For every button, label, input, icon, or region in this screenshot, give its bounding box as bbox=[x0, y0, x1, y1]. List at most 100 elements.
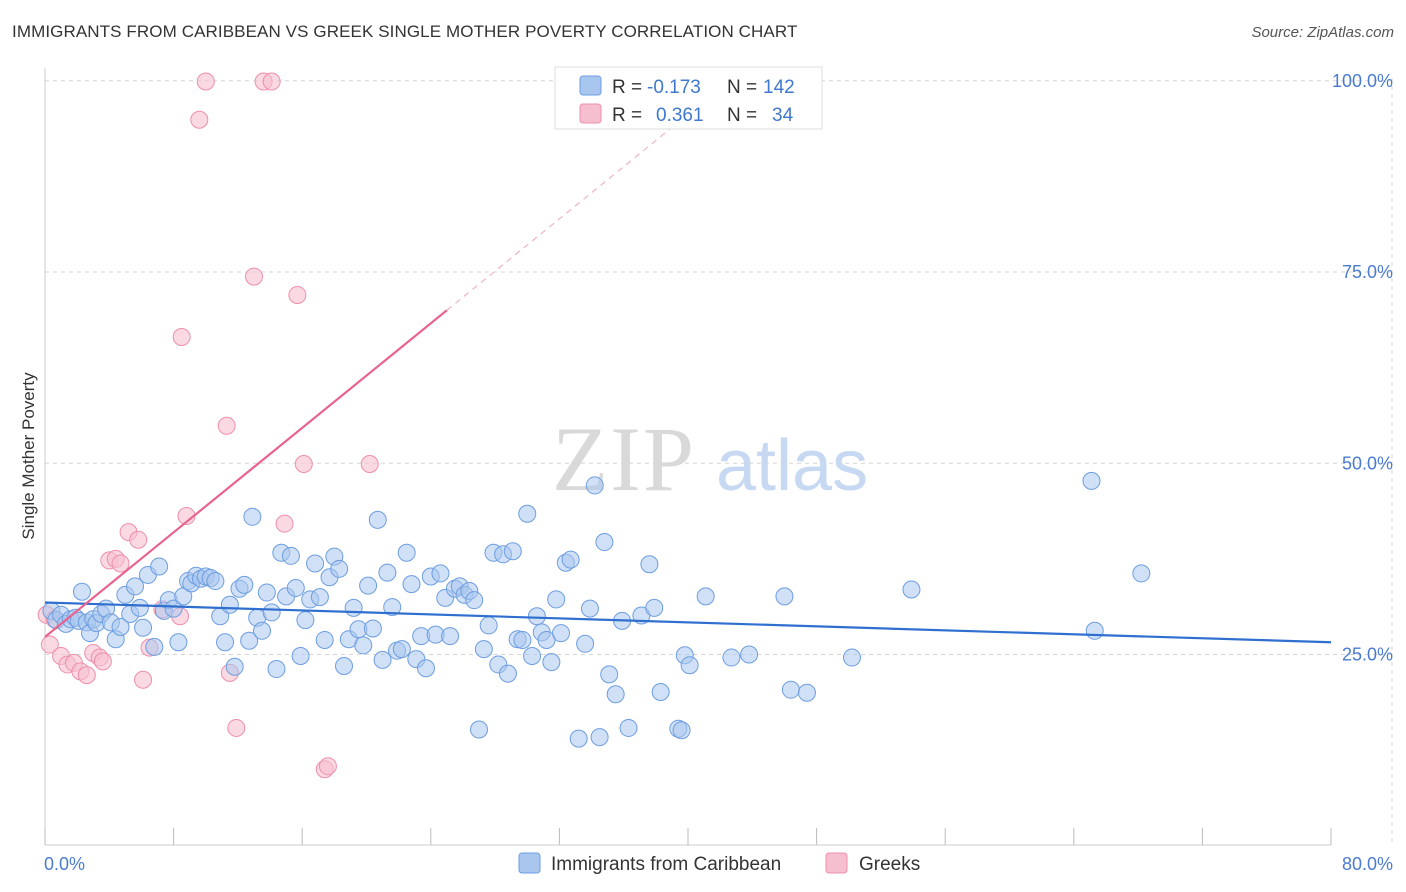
data-point-caribbean bbox=[902, 580, 921, 599]
data-point-caribbean bbox=[262, 603, 281, 622]
data-point-caribbean bbox=[645, 598, 664, 617]
data-point-caribbean bbox=[257, 583, 276, 602]
data-point-caribbean bbox=[359, 576, 378, 595]
data-point-caribbean bbox=[111, 617, 130, 636]
data-point-caribbean bbox=[474, 640, 493, 659]
axes bbox=[44, 68, 1332, 846]
data-point-caribbean bbox=[72, 582, 91, 601]
y-tick-label: 50.0% bbox=[1342, 453, 1393, 473]
data-point-caribbean bbox=[527, 607, 546, 626]
data-point-caribbean bbox=[286, 578, 305, 597]
y-tick-label: 25.0% bbox=[1342, 645, 1393, 665]
x-tick-label: 80.0% bbox=[1342, 854, 1393, 874]
data-point-caribbean bbox=[315, 630, 334, 649]
data-point-caribbean bbox=[378, 563, 397, 582]
data-point-caribbean bbox=[680, 656, 699, 675]
data-point-caribbean bbox=[235, 575, 254, 594]
data-point-greeks bbox=[134, 670, 153, 689]
watermark-atlas: atlas bbox=[716, 426, 868, 506]
trend-line-greeks bbox=[44, 309, 448, 638]
data-point-caribbean bbox=[441, 627, 460, 646]
watermark: ZIP atlas bbox=[552, 408, 868, 510]
data-point-caribbean bbox=[775, 587, 794, 606]
trend-line-caribbean bbox=[44, 601, 1332, 644]
data-point-caribbean bbox=[518, 504, 537, 523]
watermark-zip: ZIP bbox=[552, 408, 696, 510]
data-point-caribbean bbox=[220, 595, 239, 614]
data-point-greeks bbox=[93, 652, 112, 671]
data-point-caribbean bbox=[243, 507, 262, 526]
data-point-caribbean bbox=[267, 660, 286, 679]
data-point-greeks bbox=[318, 757, 337, 776]
data-point-greeks bbox=[360, 455, 379, 474]
data-point-caribbean bbox=[296, 611, 315, 630]
data-point-caribbean bbox=[547, 590, 566, 609]
legend-n-label-1: N = bbox=[727, 77, 757, 98]
bottom-legend: Immigrants from Caribbean Greeks bbox=[518, 852, 920, 875]
data-point-caribbean bbox=[164, 599, 183, 618]
data-point-caribbean bbox=[842, 648, 861, 667]
data-point-caribbean bbox=[722, 648, 741, 667]
data-point-greeks bbox=[217, 416, 236, 435]
data-point-caribbean bbox=[344, 598, 363, 617]
data-point-greeks bbox=[227, 718, 246, 737]
legend-box: R = -0.173 N = 142 R = 0.361 N = 34 bbox=[554, 66, 823, 130]
data-point-caribbean bbox=[363, 619, 382, 638]
data-point-caribbean bbox=[503, 542, 522, 561]
data-point-caribbean bbox=[134, 618, 153, 637]
data-point-caribbean bbox=[334, 656, 353, 675]
y-tick-label: 75.0% bbox=[1342, 262, 1393, 282]
data-point-caribbean bbox=[797, 683, 816, 702]
data-point-caribbean bbox=[595, 533, 614, 552]
data-point-greeks bbox=[77, 666, 96, 685]
data-point-caribbean bbox=[126, 577, 145, 596]
data-point-caribbean bbox=[523, 647, 542, 666]
legend-n-value-2: 34 bbox=[772, 105, 794, 126]
data-point-caribbean bbox=[606, 685, 625, 704]
data-point-greeks bbox=[40, 635, 59, 654]
greeks-points bbox=[37, 72, 379, 779]
data-point-caribbean bbox=[651, 682, 670, 701]
data-point-greeks bbox=[288, 285, 307, 304]
data-point-greeks bbox=[275, 514, 294, 533]
data-point-caribbean bbox=[640, 555, 659, 574]
data-point-caribbean bbox=[281, 546, 300, 565]
data-point-caribbean bbox=[590, 728, 609, 747]
data-point-caribbean bbox=[402, 575, 421, 594]
data-point-caribbean bbox=[781, 680, 800, 699]
data-point-caribbean bbox=[537, 630, 556, 649]
data-point-caribbean bbox=[569, 729, 588, 748]
data-point-caribbean bbox=[1082, 471, 1101, 490]
data-point-caribbean bbox=[561, 550, 580, 569]
data-point-greeks bbox=[196, 72, 215, 91]
data-point-caribbean bbox=[580, 599, 599, 618]
data-point-greeks bbox=[244, 267, 263, 286]
data-point-caribbean bbox=[1132, 564, 1151, 583]
data-point-caribbean bbox=[498, 664, 517, 683]
legend-r-value-1: -0.173 bbox=[647, 77, 701, 98]
data-point-caribbean bbox=[169, 633, 188, 652]
data-point-caribbean bbox=[576, 634, 595, 653]
legend-n-value-1: 142 bbox=[763, 77, 795, 98]
legend-r-label-2: R = bbox=[612, 105, 642, 126]
legend-n-label-2: N = bbox=[727, 105, 757, 126]
data-point-caribbean bbox=[392, 640, 411, 659]
data-point-caribbean bbox=[696, 587, 715, 606]
data-point-caribbean bbox=[240, 631, 259, 650]
data-point-greeks bbox=[111, 554, 130, 573]
data-point-caribbean bbox=[253, 621, 272, 640]
data-point-greeks bbox=[294, 455, 313, 474]
trend-line-greeks-extension bbox=[446, 113, 689, 311]
data-point-caribbean bbox=[330, 559, 349, 578]
data-point-caribbean bbox=[145, 637, 164, 656]
data-point-caribbean bbox=[368, 510, 387, 529]
data-point-caribbean bbox=[216, 633, 235, 652]
data-point-caribbean bbox=[397, 543, 416, 562]
data-point-greeks bbox=[190, 110, 209, 129]
data-point-caribbean bbox=[354, 636, 373, 655]
source-label: Source: ZipAtlas.com bbox=[1251, 24, 1394, 41]
trend-lines bbox=[44, 113, 1332, 644]
data-point-caribbean bbox=[465, 591, 484, 610]
bottom-legend-blue-label: Immigrants from Caribbean bbox=[551, 854, 781, 875]
